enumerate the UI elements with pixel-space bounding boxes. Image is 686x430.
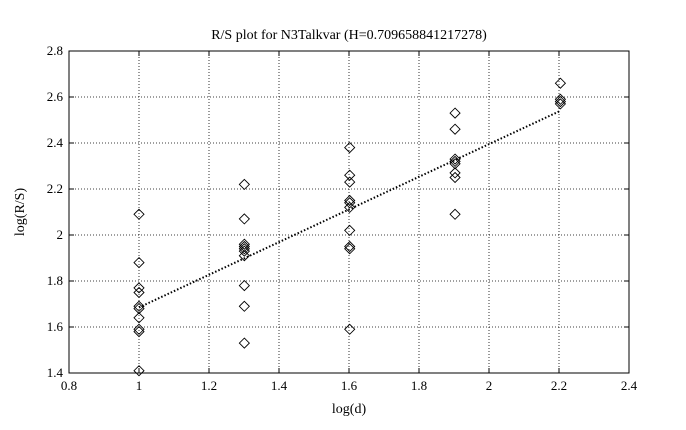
data-point	[133, 300, 145, 312]
data-point	[238, 178, 250, 191]
x-tick-label: 0.8	[61, 378, 77, 393]
fit-line	[138, 109, 561, 309]
data-point	[238, 337, 250, 349]
data-point	[554, 77, 567, 89]
data-point	[344, 197, 356, 209]
axis-tick-labels: 0.8 1 1.2 1.4 1.6 1.8 2 2.2 2.4 1.4 1.6 1.8 2 2.2 2.4 2…	[47, 43, 638, 393]
data-points	[133, 77, 567, 377]
data-point	[344, 243, 356, 255]
data-point	[133, 256, 145, 269]
data-point	[344, 169, 356, 181]
x-tick-label: 2	[486, 378, 493, 393]
data-point	[238, 245, 250, 257]
data-point	[449, 158, 461, 170]
data-point	[238, 243, 250, 255]
y-tick-label: 1.8	[47, 273, 63, 288]
data-point	[238, 250, 250, 262]
x-axis-label: log(d)	[332, 402, 367, 417]
y-axis-label: log(R/S)	[13, 188, 28, 237]
y-tick-label: 2.6	[47, 89, 64, 104]
chart-title: R/S plot for N3Talkvar (H=0.709658841217…	[211, 28, 487, 43]
y-tick-label: 1.4	[47, 365, 64, 380]
x-tick-label: 1.8	[411, 378, 427, 393]
data-point	[554, 98, 567, 110]
x-tick-label: 1	[136, 378, 143, 393]
data-point	[133, 365, 145, 377]
data-point	[133, 282, 145, 294]
data-point	[449, 107, 461, 119]
data-point	[344, 224, 356, 237]
data-point	[449, 155, 461, 168]
x-tick-label: 2.4	[621, 378, 638, 393]
x-tick-label: 2.2	[551, 378, 567, 393]
data-point	[133, 323, 145, 335]
data-point	[449, 208, 461, 220]
data-point	[449, 153, 461, 165]
data-point	[344, 240, 356, 253]
y-tick-label: 2	[57, 227, 64, 242]
data-point	[133, 208, 145, 220]
data-point	[238, 279, 250, 292]
data-point	[344, 201, 356, 214]
y-tick-label: 2.8	[47, 43, 63, 58]
x-tick-label: 1.2	[201, 378, 217, 393]
plot-frame	[68, 50, 630, 374]
data-point	[238, 240, 250, 253]
data-point	[344, 323, 356, 335]
x-tick-label: 1.4	[271, 378, 288, 393]
data-point	[133, 286, 145, 299]
fit-line-group	[138, 109, 561, 309]
data-point	[238, 238, 250, 250]
data-point	[133, 302, 145, 315]
data-point	[344, 176, 356, 188]
data-point	[344, 141, 356, 154]
data-point	[554, 93, 567, 105]
y-tick-label: 2.2	[47, 181, 63, 196]
data-point	[449, 171, 461, 184]
data-point	[133, 325, 145, 338]
y-tick-label: 1.6	[47, 319, 64, 334]
data-point	[344, 194, 356, 207]
data-point	[238, 213, 250, 225]
data-point	[449, 167, 461, 179]
data-point	[133, 312, 145, 324]
x-tick-label: 1.6	[341, 378, 358, 393]
data-point	[554, 95, 567, 108]
data-point	[238, 300, 250, 312]
data-point	[449, 123, 461, 135]
y-tick-label: 2.4	[47, 135, 64, 150]
